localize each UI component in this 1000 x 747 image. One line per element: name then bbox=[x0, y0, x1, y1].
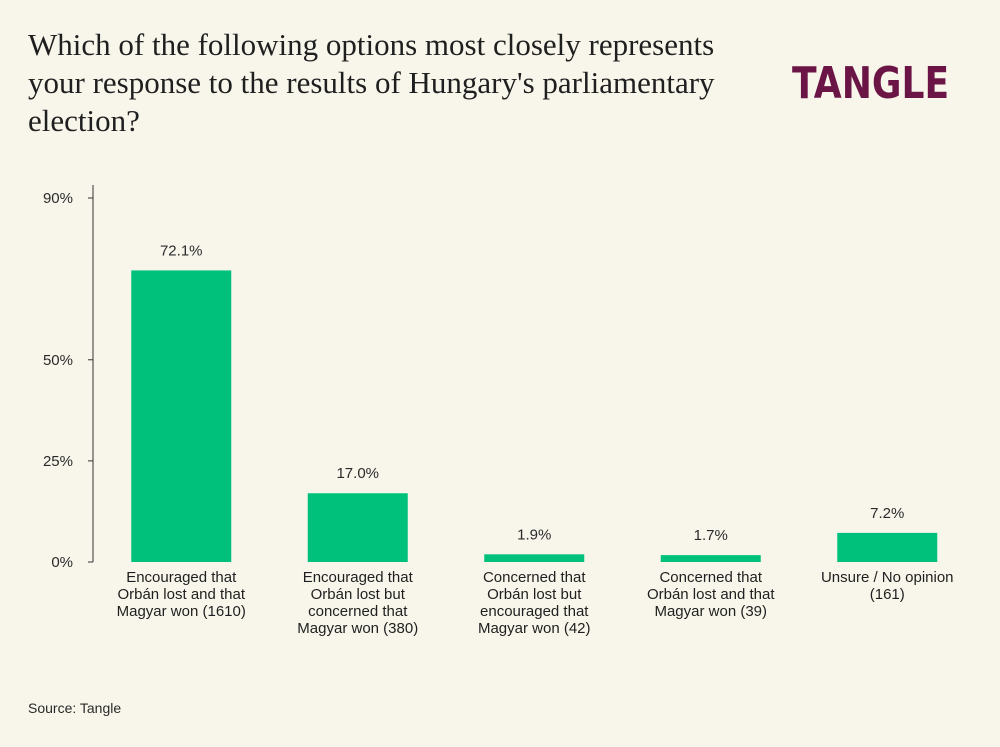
x-tick-label: Concerned that bbox=[659, 569, 762, 586]
x-tick-label: Magyar won (42) bbox=[478, 620, 591, 637]
y-tick-label: 0% bbox=[51, 554, 73, 571]
x-tick-label: (161) bbox=[870, 586, 905, 603]
data-label: 72.1% bbox=[160, 242, 203, 259]
data-label: 17.0% bbox=[336, 465, 379, 482]
x-tick-label: Concerned that bbox=[483, 569, 586, 586]
y-tick-label: 25% bbox=[43, 453, 73, 470]
y-tick-label: 50% bbox=[43, 352, 73, 369]
bar bbox=[484, 554, 585, 562]
data-label: 1.9% bbox=[517, 526, 551, 543]
tangle-logo: TANGLE bbox=[792, 58, 950, 109]
bars: 72.1% 17.0% 1.9% 1.7% 7.2% bbox=[131, 242, 938, 562]
x-tick-label: Orbán lost but bbox=[311, 586, 406, 603]
y-axis: 0% 25% 50% 90% bbox=[43, 185, 94, 571]
source-note: Source: Tangle bbox=[28, 700, 122, 716]
bar-chart: 0% 25% 50% 90% 72.1% 17.0% 1.9% 1.7% 7.2% Encou… bbox=[43, 185, 954, 637]
data-label: 7.2% bbox=[870, 505, 904, 522]
x-tick-label: Encouraged that bbox=[126, 569, 237, 586]
chart-title: Which of the following options most clos… bbox=[28, 27, 715, 138]
x-tick-label: Orbán lost but bbox=[487, 586, 582, 603]
bar bbox=[660, 555, 761, 562]
x-tick-label: encouraged that bbox=[480, 603, 589, 620]
bar bbox=[307, 493, 408, 562]
x-tick-label: concerned that bbox=[308, 603, 408, 620]
bar bbox=[837, 532, 938, 562]
x-tick-label: Magyar won (380) bbox=[297, 620, 418, 637]
x-tick-label: Magyar won (1610) bbox=[117, 603, 246, 620]
data-label: 1.7% bbox=[694, 527, 728, 544]
x-tick-label: Magyar won (39) bbox=[654, 603, 767, 620]
y-tick-label: 90% bbox=[43, 190, 73, 207]
x-tick-label: Unsure / No opinion bbox=[821, 569, 954, 586]
x-tick-label: Orbán lost and that bbox=[117, 586, 245, 603]
x-tick-label: Orbán lost and that bbox=[647, 586, 775, 603]
x-tick-label: Encouraged that bbox=[303, 569, 414, 586]
bar bbox=[131, 270, 232, 562]
